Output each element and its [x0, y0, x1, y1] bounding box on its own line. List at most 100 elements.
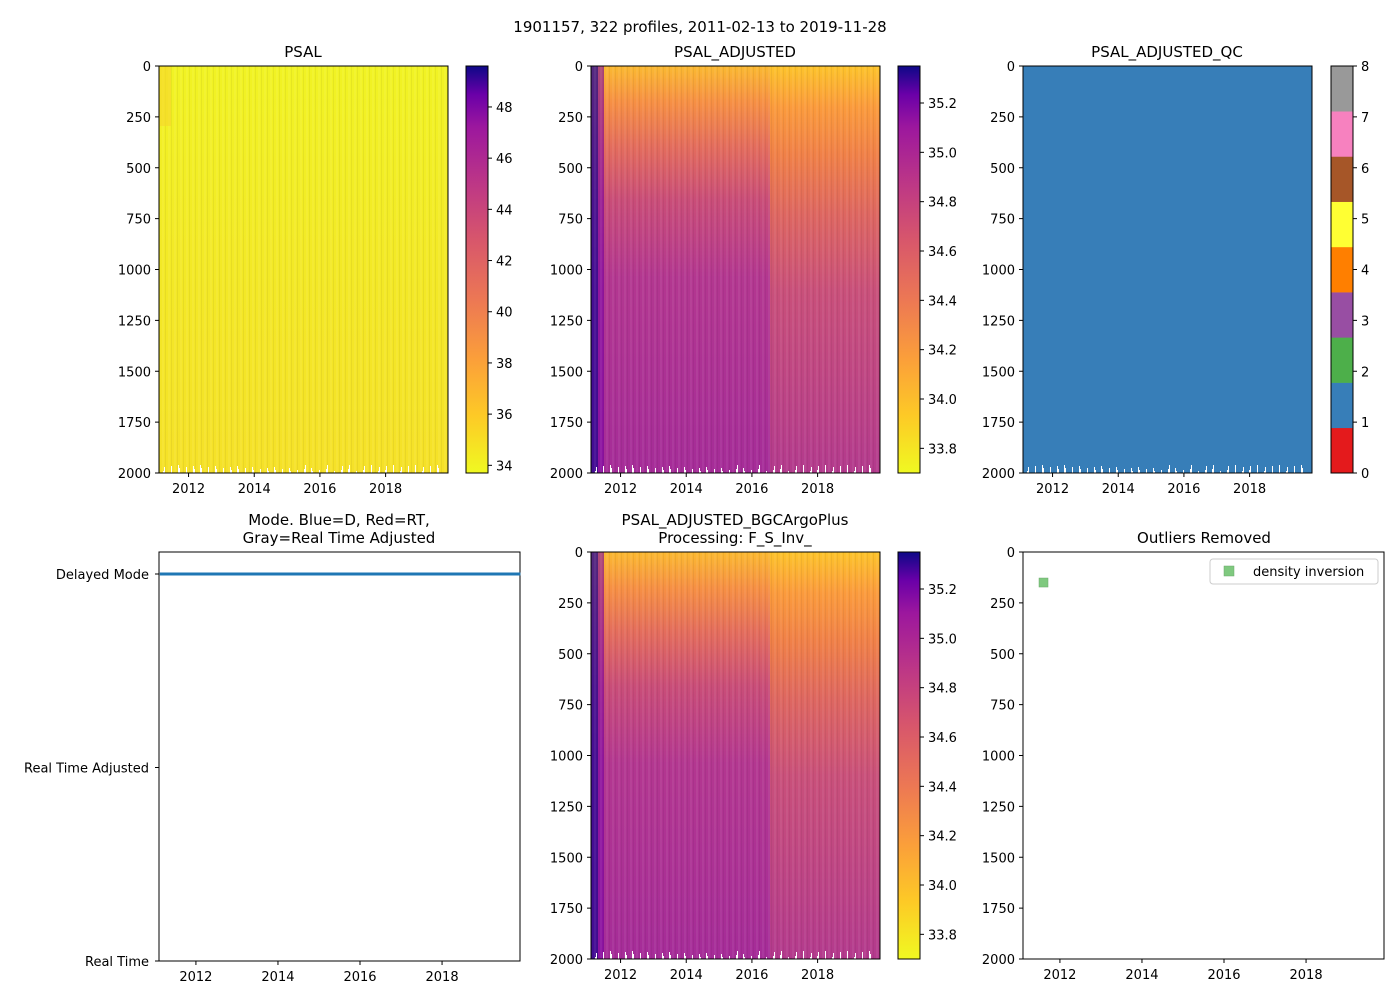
profile-gap — [640, 467, 641, 473]
profile-gap — [1161, 470, 1162, 473]
profile-gap — [356, 471, 357, 473]
y-tick-label: 250 — [558, 111, 583, 126]
profile-gap — [811, 953, 812, 959]
profile-gap — [611, 468, 612, 473]
profile-gap — [319, 470, 320, 473]
colorbar-segment — [1331, 382, 1353, 429]
heatmap-texture — [591, 66, 880, 473]
profile-gap — [640, 953, 641, 959]
y-tick-label: 2000 — [982, 953, 1015, 968]
colorbar-tick-label: 33.8 — [928, 928, 957, 943]
panel-title-psal: PSAL — [284, 43, 322, 61]
profile-gap — [1153, 468, 1154, 473]
profile-gap — [341, 470, 342, 473]
colorbar-tick-label: 34.6 — [928, 245, 957, 260]
profile-gap — [862, 952, 863, 959]
profile-gap — [408, 466, 409, 473]
profile-gap — [1183, 470, 1184, 473]
x-tick-label: 2014 — [261, 970, 294, 985]
heatmap-bottom-gaps — [163, 465, 439, 473]
y-tick-label: 500 — [990, 648, 1015, 663]
x-tick-label: 2016 — [1207, 968, 1240, 983]
profile-gap — [326, 469, 327, 473]
profile-gap — [655, 954, 656, 959]
profile-gap — [773, 470, 774, 473]
profile-gap — [1131, 468, 1132, 473]
profile-gap — [1228, 466, 1229, 473]
profile-gap — [386, 466, 387, 473]
colorbar-tick-label: 34.4 — [928, 780, 957, 795]
profile-gap — [625, 952, 626, 959]
y-tick-label: 1000 — [550, 264, 583, 279]
profile-gap — [706, 467, 707, 473]
heatmap-field — [1023, 66, 1312, 473]
colorbar — [897, 65, 921, 474]
profile-gap — [342, 466, 343, 473]
profile-gap — [655, 468, 656, 473]
profile-gap — [1102, 469, 1103, 473]
colorbar-tick-label: 38 — [496, 357, 513, 372]
colorbar-segment — [1331, 201, 1353, 248]
colorbar-segment — [1331, 111, 1353, 157]
y-tick-label: 250 — [558, 597, 583, 612]
profile-gap — [618, 953, 619, 959]
profile-gap — [833, 467, 834, 473]
colorbar-tick-label: 6 — [1361, 162, 1369, 177]
profile-gap — [670, 955, 671, 959]
profile-gap — [1079, 466, 1080, 473]
profile-gap — [194, 469, 195, 473]
colorbar-tick-label: 34 — [496, 459, 513, 474]
profile-gap — [818, 466, 819, 473]
heatmap-texture — [159, 66, 448, 473]
heatmap-bottom-gaps — [595, 951, 871, 959]
profile-gap — [832, 957, 833, 959]
y-category-label: Delayed Mode — [56, 568, 149, 583]
x-tick-label: 2018 — [426, 970, 459, 985]
profile-gap — [743, 468, 744, 473]
profile-gap — [632, 951, 633, 959]
profile-gap — [379, 467, 380, 473]
profile-gap — [349, 465, 350, 473]
heatmap-feature — [159, 66, 171, 126]
profile-gap — [596, 467, 597, 473]
profile-gap — [1243, 467, 1244, 473]
profile-gap — [1213, 465, 1214, 473]
profile-gap — [840, 952, 841, 959]
profile-gap — [854, 471, 855, 473]
panel-title-outliers: Outliers Removed — [1137, 529, 1271, 547]
y-tick-label: 500 — [126, 162, 151, 177]
colorbar-tick-label: 35.2 — [928, 97, 957, 112]
colorbar-tick-label: 8 — [1361, 60, 1369, 75]
y-tick-label: 750 — [990, 699, 1015, 714]
x-tick-label: 2012 — [179, 970, 212, 985]
profile-gap — [611, 954, 612, 959]
profile-gap — [870, 468, 871, 473]
profile-gap — [438, 468, 439, 473]
profile-gap — [840, 466, 841, 473]
x-tick-label: 2016 — [735, 968, 768, 983]
profile-gap — [773, 956, 774, 959]
profile-gap — [721, 468, 722, 473]
profile-gap — [663, 956, 664, 959]
colorbar-tick-label: 46 — [496, 152, 513, 167]
profile-gap — [430, 466, 431, 473]
profile-gap — [1117, 470, 1118, 473]
profile-gap — [632, 465, 633, 473]
profile-gap — [662, 467, 663, 473]
profile-gap — [700, 957, 701, 959]
heatmap-texture — [591, 552, 880, 959]
y-tick-label: 1750 — [118, 416, 151, 431]
y-tick-label: 2000 — [550, 467, 583, 482]
y-tick-label: 1250 — [550, 800, 583, 815]
colorbar-tick-label: 44 — [496, 203, 513, 218]
profile-gap — [759, 951, 760, 959]
profile-gap — [595, 471, 596, 473]
profile-gap — [193, 466, 194, 473]
profile-gap — [692, 469, 693, 473]
profile-gap — [1139, 470, 1140, 473]
y-tick-label: 1500 — [118, 365, 151, 380]
profile-gap — [371, 465, 372, 473]
colorbar-tick-label: 34.0 — [928, 393, 957, 408]
y-tick-label: 1750 — [982, 902, 1015, 917]
panel-title-bgc-line1: PSAL_ADJUSTED_BGCArgoPlus — [622, 511, 849, 530]
